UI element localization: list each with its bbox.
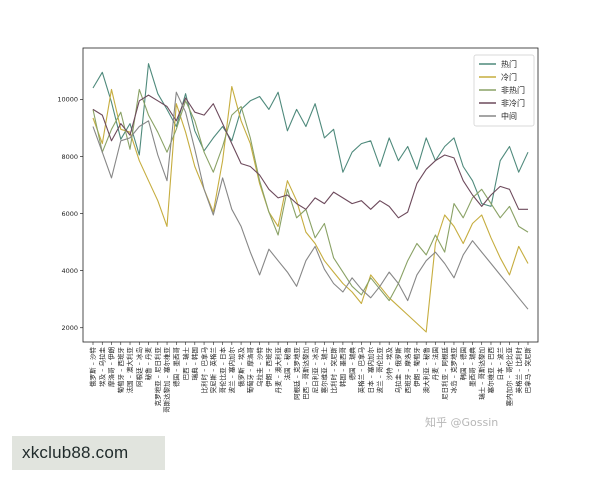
x-tick-label: 乌拉圭 – 沙特: [255, 347, 264, 387]
x-tick-label: 俄罗斯 – 沙特: [88, 347, 97, 387]
x-tick-label: 韩国 – 德国: [458, 347, 467, 380]
x-tick-label: 巴西 – 哥斯达黎加: [301, 347, 310, 400]
plot-frame: [82, 47, 539, 343]
x-tick-label: 英格兰 – 比利时: [514, 347, 523, 394]
y-tick-label: 8000: [61, 153, 78, 161]
x-tick-label: 尼日利亚 – 冰岛: [310, 347, 319, 393]
series-line-非冷门: [92, 94, 528, 219]
x-tick-label: 比利时 – 巴拿马: [199, 347, 208, 393]
x-tick-label: 尼日利亚 – 阿根廷: [440, 347, 449, 400]
x-tick-label: 阿根廷 – 克罗地亚: [292, 347, 301, 400]
x-tick-label: 哥斯达黎加 – 塞尔维亚: [162, 347, 171, 413]
x-tick-label: 哥伦比亚 – 日本: [218, 347, 227, 394]
legend-label: 冷门: [501, 72, 517, 82]
x-tick-label: 德国 – 瑞典: [347, 347, 356, 381]
x-tick-label: 秘鲁 – 丹麦: [144, 347, 153, 381]
watermark-text: xkclub88.com: [22, 443, 129, 462]
y-tick-label: 6000: [61, 210, 78, 218]
x-tick-label: 摩洛哥 – 伊朗: [107, 347, 116, 387]
x-tick-label: 丹麦 – 法国: [431, 347, 440, 380]
x-tick-label: 比利时 – 突尼斯: [329, 347, 338, 394]
series-line-冷门: [92, 85, 529, 333]
y-tick-label: 4000: [61, 267, 78, 275]
legend-box: [473, 54, 535, 127]
x-tick-label: 瑞士 – 哥斯达黎加: [477, 347, 486, 400]
x-tick-label: 波兰 – 哥伦比亚: [375, 347, 384, 394]
x-tick-label: 法国 – 澳大利亚: [125, 347, 134, 394]
x-tick-label: 丹麦 – 澳大利亚: [273, 347, 282, 394]
legend-label: 热门: [501, 59, 517, 69]
y-axis: 2000 4000 6000 8000 10000: [57, 96, 83, 332]
x-tick-label: 伊朗 – 葡萄牙: [412, 347, 421, 387]
x-tick-label: 突尼斯 – 英格兰: [209, 347, 218, 394]
watermark-box: [12, 436, 165, 470]
x-tick-label: 塞内加尔 – 哥伦比亚: [505, 347, 514, 407]
series-line-中间: [92, 91, 529, 310]
x-tick-label: 西班牙 – 摩洛哥: [403, 347, 412, 394]
x-tick-label: 韩国 – 墨西哥: [338, 347, 347, 387]
x-tick-label: 英格兰 – 巴拿马: [357, 347, 366, 393]
x-tick-label: 冰岛 – 克罗地亚: [449, 347, 458, 394]
x-tick-label: 法国 – 秘鲁: [283, 347, 292, 380]
x-tick-label: 塞尔维亚 – 巴西: [486, 347, 495, 394]
zhihu-watermark: 知乎 @Gossin: [425, 416, 499, 429]
x-tick-label: 伊朗 – 西班牙: [264, 347, 273, 387]
x-tick-label: 葡萄牙 – 摩洛哥: [246, 347, 255, 394]
series-line-非热门: [92, 88, 529, 302]
x-tick-label: 葡萄牙 – 西班牙: [116, 347, 125, 394]
legend-label: 非冷门: [501, 98, 525, 108]
x-tick-label: 澳大利亚 – 秘鲁: [421, 347, 430, 393]
x-tick-label: 克罗地亚 – 尼日利亚: [153, 347, 162, 407]
legend-label: 非热门: [501, 85, 525, 95]
y-tick-label: 2000: [61, 324, 78, 332]
y-tick-label: 10000: [57, 96, 78, 104]
x-tick-label: 瑞典 – 韩国: [190, 347, 199, 380]
x-tick-label: 埃及 – 乌拉圭: [97, 347, 106, 387]
x-tick-label: 阿根廷 – 冰岛: [134, 347, 143, 387]
x-tick-label: 巴拿马 – 突尼斯: [523, 347, 532, 394]
x-tick-label: 日本 – 波兰: [495, 347, 504, 381]
legend-label: 中间: [501, 111, 517, 121]
x-tick-label: 德国 – 墨西哥: [171, 347, 180, 387]
x-axis: 俄罗斯 – 沙特 埃及 – 乌拉圭 摩洛哥 – 伊朗 葡萄牙 – 西班牙 法国 – 澳大…: [88, 342, 532, 413]
x-tick-label: 日本 – 塞内加尔: [366, 347, 375, 394]
x-tick-label: 沙特 – 埃及: [384, 347, 393, 381]
x-tick-label: 乌拉圭 – 俄罗斯: [394, 347, 403, 394]
x-tick-label: 塞尔维亚 – 瑞士: [320, 347, 329, 394]
series-line-热门: [92, 63, 529, 207]
x-tick-label: 墨西哥 – 瑞典: [468, 347, 477, 387]
series-layer: [92, 63, 529, 333]
x-tick-label: 俄罗斯 – 埃及: [236, 347, 245, 387]
x-tick-label: 波兰 – 塞内加尔: [227, 347, 236, 394]
x-tick-label: 巴西 – 瑞士: [181, 347, 190, 381]
